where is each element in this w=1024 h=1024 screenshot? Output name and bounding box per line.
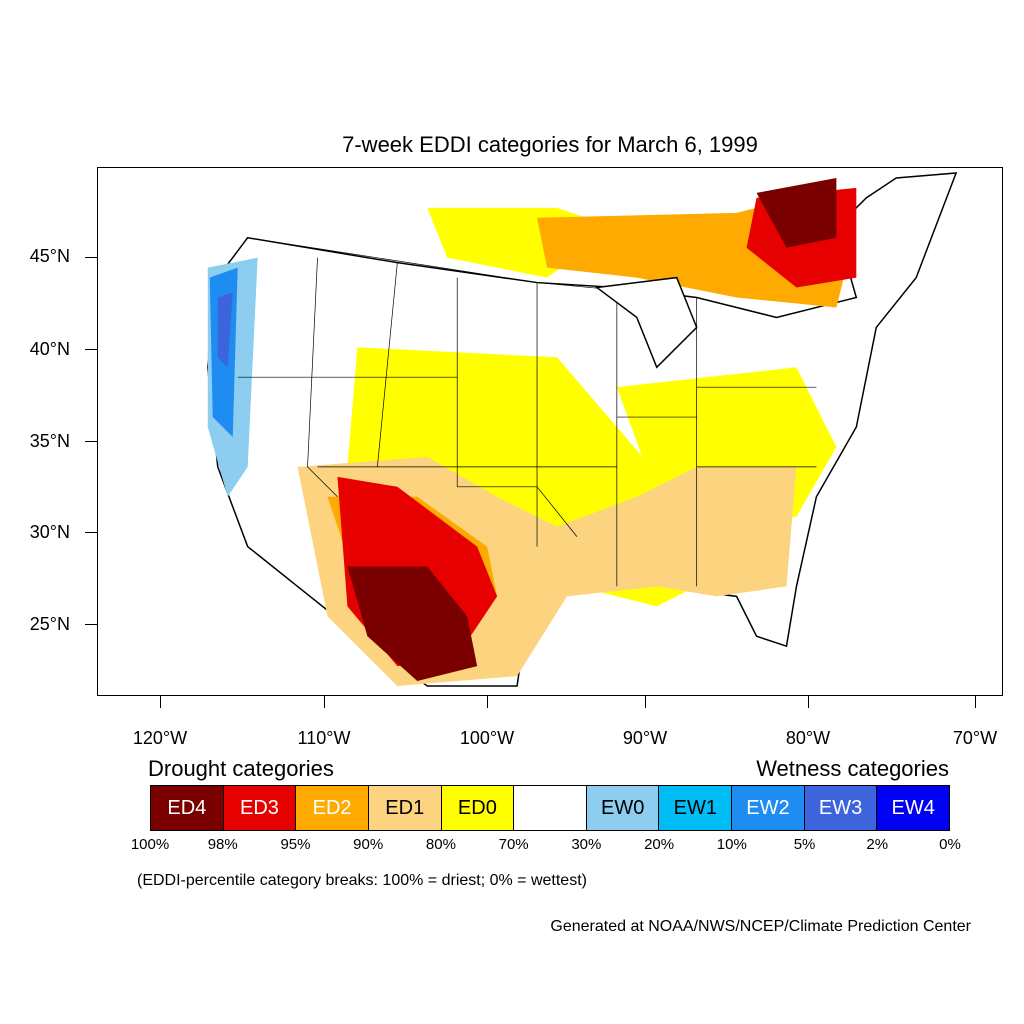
lat-tick bbox=[85, 257, 97, 258]
legend-swatch-ed4: ED4 bbox=[151, 786, 224, 830]
map-title: 7-week EDDI categories for March 6, 1999 bbox=[342, 132, 758, 157]
legend-swatch-ew0: EW0 bbox=[586, 786, 660, 830]
legend-break-label: 5% bbox=[793, 836, 816, 853]
legend-swatch-ed3: ED3 bbox=[223, 786, 297, 830]
legend-break-label: 70% bbox=[498, 836, 529, 853]
lon-label-120: 120°W bbox=[132, 728, 188, 748]
lon-label-70: 70°W bbox=[952, 728, 998, 748]
legend-break-label: 0% bbox=[939, 836, 961, 853]
legend-break-label: 95% bbox=[280, 836, 311, 853]
lon-tick bbox=[645, 696, 646, 708]
legend-break-label: 20% bbox=[644, 836, 675, 853]
credit-line: Generated at NOAA/NWS/NCEP/Climate Predi… bbox=[550, 918, 971, 935]
region-ew3 bbox=[217, 292, 233, 368]
drought-categories-label: Drought categories bbox=[148, 756, 334, 781]
lat-label-35: 35°N bbox=[29, 431, 70, 451]
legend-break-label: 10% bbox=[716, 836, 747, 853]
legend-swatch-ew3: EW3 bbox=[804, 786, 878, 830]
legend-break-label: 2% bbox=[866, 836, 889, 853]
lat-tick bbox=[85, 624, 97, 625]
legend-swatch-ew1: EW1 bbox=[659, 786, 733, 830]
lat-label-25: 25°N bbox=[29, 614, 70, 634]
legend-swatch-ew4: EW4 bbox=[877, 786, 950, 830]
lon-tick bbox=[808, 696, 809, 708]
lat-label-45: 45°N bbox=[29, 246, 70, 266]
legend-swatch-ed0: ED0 bbox=[441, 786, 515, 830]
lat-label-40: 40°N bbox=[29, 339, 70, 359]
category-note: (EDDI-percentile category breaks: 100% =… bbox=[137, 872, 587, 889]
wetness-categories-label: Wetness categories bbox=[756, 756, 949, 781]
lat-tick bbox=[85, 349, 97, 350]
legend-swatch-neutral bbox=[514, 786, 587, 830]
lon-label-110: 110°W bbox=[297, 728, 351, 748]
lon-tick bbox=[160, 696, 161, 708]
state-borders bbox=[237, 237, 817, 587]
legend-colorbar: ED4 ED3 ED2 ED1 ED0 EW0 EW1 EW2 EW3 EW4 bbox=[150, 785, 950, 831]
legend-swatch-ed1: ED1 bbox=[368, 786, 442, 830]
lat-label-30: 30°N bbox=[29, 522, 70, 542]
map-panel bbox=[97, 167, 1003, 696]
lon-tick bbox=[487, 696, 488, 708]
lon-label-100: 100°W bbox=[459, 728, 515, 748]
region-ed4-ne bbox=[756, 177, 837, 248]
lat-tick bbox=[85, 532, 97, 533]
lon-label-80: 80°W bbox=[785, 728, 831, 748]
legend-swatch-ed2: ED2 bbox=[296, 786, 369, 830]
region-ed4 bbox=[347, 566, 478, 682]
legend-break-label: 90% bbox=[353, 836, 384, 853]
legend-break-label: 80% bbox=[425, 836, 456, 853]
lon-tick bbox=[324, 696, 325, 708]
legend-break-label: 100% bbox=[130, 836, 170, 853]
lon-label-90: 90°W bbox=[622, 728, 668, 748]
lon-tick bbox=[975, 696, 976, 708]
legend-swatch-ew2: EW2 bbox=[732, 786, 805, 830]
legend-break-label: 98% bbox=[207, 836, 238, 853]
great-lakes bbox=[594, 276, 698, 369]
legend-break-label: 30% bbox=[571, 836, 602, 853]
lat-tick bbox=[85, 441, 97, 442]
eddi-map bbox=[207, 172, 958, 687]
